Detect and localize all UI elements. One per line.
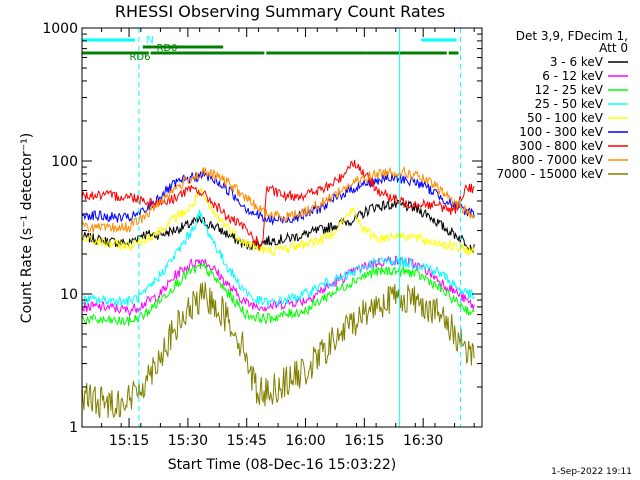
legend-label-25-50-kev: 25 - 50 keV bbox=[535, 97, 604, 111]
x-axis: 15:15 15:30 15:45 16:00 16:15 16:30 bbox=[81, 28, 475, 449]
series-line-800-7000-kev bbox=[81, 165, 475, 233]
x-tick-label: 16:15 bbox=[344, 433, 384, 449]
x-tick-label: 15:45 bbox=[227, 433, 267, 449]
y-tick-label: 100 bbox=[51, 154, 78, 170]
series-line-7000-15000-kev bbox=[81, 282, 475, 419]
legend-label-100-300-kev: 100 - 300 keV bbox=[519, 125, 603, 139]
series-line-3-6-kev bbox=[81, 199, 475, 253]
chart-title: RHESSI Observing Summary Count Rates bbox=[115, 2, 445, 21]
x-tick-label: 16:30 bbox=[403, 433, 443, 449]
series-line-100-300-kev bbox=[81, 170, 475, 226]
x-tick-label: 15:30 bbox=[168, 433, 208, 449]
y-tick-label: 1 bbox=[69, 420, 78, 436]
series-line-12-25-kev bbox=[81, 261, 475, 327]
series-lines bbox=[81, 159, 475, 419]
legend-label-12-25-kev: 12 - 25 keV bbox=[535, 83, 604, 97]
series-line-25-50-kev bbox=[81, 209, 475, 308]
x-axis-label: Start Time (08-Dec-16 15:03:22) bbox=[168, 457, 396, 473]
flag-label-rd0: RD0 bbox=[156, 43, 177, 54]
x-tick-label: 15:15 bbox=[109, 433, 149, 449]
plot-frame bbox=[81, 27, 483, 428]
legend-header-line1: Det 3,9, FDecim 1, bbox=[516, 29, 628, 43]
y-axis-label: Count Rate (s⁻¹ detector⁻¹) bbox=[19, 133, 35, 323]
legend-label-6-12-kev: 6 - 12 keV bbox=[542, 69, 604, 83]
footer-timestamp: 1-Sep-2022 19:11 bbox=[551, 467, 632, 477]
legend-label-50-100-kev: 50 - 100 keV bbox=[527, 111, 604, 125]
series-line-300-800-kev bbox=[81, 159, 475, 252]
y-tick-label: 1000 bbox=[42, 21, 78, 37]
legend-label-800-7000-kev: 800 - 7000 keV bbox=[512, 153, 604, 167]
series-line-50-100-kev bbox=[81, 187, 475, 257]
y-tick-label: 10 bbox=[60, 287, 78, 303]
legend-label-3-6-kev: 3 - 6 keV bbox=[550, 55, 604, 69]
legend-header-line2: Att 0 bbox=[599, 41, 628, 55]
x-tick-label: 16:00 bbox=[285, 433, 325, 449]
legend-label-300-800-kev: 300 - 800 keV bbox=[519, 139, 603, 153]
y-axis: 1 10 100 1000 bbox=[42, 21, 482, 436]
flag-label-n: N bbox=[146, 35, 153, 46]
legend-label-7000-15000-kev: 7000 - 15000 keV bbox=[496, 167, 603, 181]
flag-label-rd6: RD6 bbox=[129, 52, 150, 63]
